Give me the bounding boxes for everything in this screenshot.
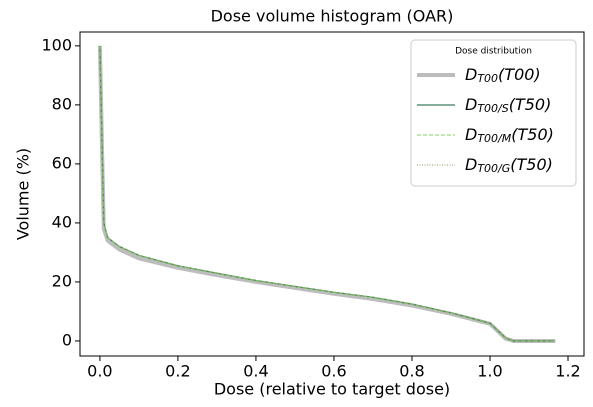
legend-title: Dose distribution (455, 47, 532, 57)
x-tick-label: 0.2 (165, 362, 190, 381)
legend-label-base: D (465, 65, 477, 84)
legend-label-sub: T00/G (477, 162, 510, 175)
y-tick-label: 80 (52, 94, 72, 113)
y-axis-label: Volume (%) (14, 148, 33, 240)
legend-label-arg: (T50) (510, 155, 553, 174)
legend-label-sub: T00/M (477, 132, 511, 145)
y-tick-label: 20 (52, 271, 72, 290)
legend-label-base: D (465, 155, 477, 174)
legend-label: DT00/S(T50) (465, 95, 551, 116)
legend-label-base: D (465, 125, 477, 144)
legend-label-base: D (465, 95, 477, 114)
legend-label-sub: T00/S (477, 102, 508, 115)
x-tick-label: 1.2 (555, 362, 580, 381)
x-tick-label: 0.0 (87, 362, 112, 381)
x-tick-label: 0.8 (399, 362, 424, 381)
legend-label-arg: (T00) (498, 65, 541, 84)
chart-title: Dose volume histogram (OAR) (211, 7, 454, 26)
legend-label-arg: (T50) (511, 125, 554, 144)
x-tick-label: 0.6 (321, 362, 346, 381)
y-tick-label: 40 (52, 212, 72, 231)
legend-label: DT00/G(T50) (465, 155, 553, 176)
legend-label-sub: T00 (477, 72, 498, 85)
x-tick-label: 0.4 (243, 362, 268, 381)
x-axis-label: Dose (relative to target dose) (214, 380, 450, 399)
y-tick-label: 0 (62, 330, 72, 349)
legend-label: DT00(T00) (465, 65, 541, 86)
series-line (99, 45, 556, 342)
x-tick-label: 1.0 (477, 362, 502, 381)
legend-label-arg: (T50) (509, 95, 552, 114)
plot-frame (79, 31, 585, 357)
legend-label: DT00/M(T50) (465, 125, 554, 146)
y-tick-label: 60 (52, 153, 72, 172)
y-tick-label: 100 (41, 35, 72, 54)
